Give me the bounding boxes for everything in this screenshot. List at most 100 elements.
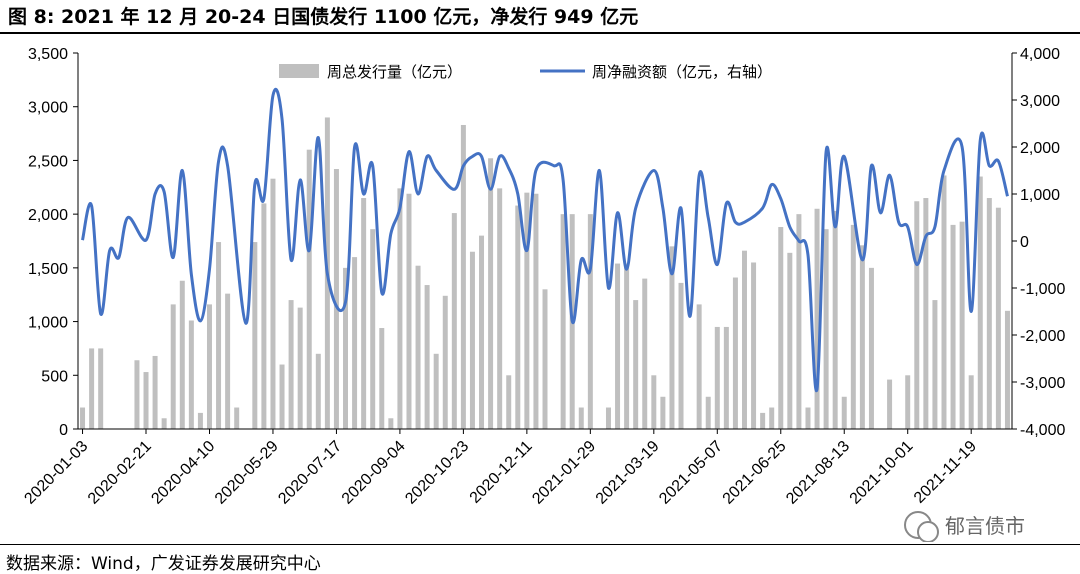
left-tick-label: 2,500 [28, 153, 68, 170]
left-tick-label: 3,500 [28, 46, 68, 63]
x-tick-label: 2020-02-21 [85, 438, 155, 508]
right-tick-label: -3,000 [1020, 375, 1065, 392]
bar [841, 396, 847, 429]
source-divider [0, 544, 1080, 545]
bar [605, 407, 611, 429]
right-tick-label: 0 [1020, 234, 1029, 251]
x-tick-label: 2021-08-13 [783, 438, 853, 508]
bar [524, 192, 530, 429]
bar [179, 280, 185, 429]
bar [161, 418, 167, 429]
bar [696, 304, 702, 429]
bar [270, 178, 276, 429]
bar [288, 300, 294, 429]
bar [533, 193, 539, 429]
bar [80, 407, 86, 429]
bar [642, 278, 648, 429]
x-tick-label: 2020-01-03 [21, 438, 91, 508]
bar-series [80, 117, 1010, 430]
right-tick-label: 4,000 [1020, 46, 1060, 63]
x-tick-label: 2021-05-07 [656, 438, 726, 508]
line-series [81, 88, 1009, 393]
bar [506, 375, 512, 429]
bar [397, 188, 403, 429]
bar [778, 227, 784, 429]
bar [134, 360, 140, 429]
bar [977, 176, 983, 429]
bar [370, 229, 376, 429]
bar [859, 245, 865, 429]
bar [460, 124, 466, 429]
bar [832, 210, 838, 429]
left-tick-label: 1,000 [28, 315, 68, 332]
bar [542, 289, 548, 429]
bar [143, 372, 149, 429]
bar [261, 203, 267, 429]
figure-title: 图 8: 2021 年 12 月 20-24 日国债发行 1100 亿元，净发行… [8, 6, 639, 28]
bar [959, 221, 965, 429]
left-tick-label: 2,000 [28, 207, 68, 224]
bar [515, 205, 521, 429]
bar [442, 295, 448, 429]
bar [633, 300, 639, 429]
bar [252, 242, 258, 429]
bar [651, 375, 657, 429]
x-tick-label: 2020-04-10 [148, 438, 218, 508]
bar [923, 198, 929, 429]
bar [379, 328, 385, 429]
bar [615, 263, 621, 429]
right-tick-label: -2,000 [1020, 328, 1065, 345]
bar [624, 263, 630, 429]
x-tick-label: 2021-03-19 [593, 438, 663, 508]
bar [415, 265, 421, 429]
watermark-text: 郁言债市 [945, 514, 1025, 538]
left-tick-label: 500 [41, 368, 68, 385]
x-tick-label: 2020-05-29 [212, 438, 282, 508]
bar [406, 193, 412, 429]
bar [742, 250, 747, 429]
legend-bar-swatch [279, 64, 319, 78]
bar [343, 267, 348, 429]
title-divider [0, 32, 1080, 34]
bar-line-chart: 0 500 1,000 1,500 2,000 2,500 3,000 3,500 -4,000… [21, 46, 1065, 542]
bar [433, 353, 439, 429]
legend: 周总发行量（亿元） 周净融资额（亿元，右轴） [279, 63, 772, 81]
bar [333, 169, 339, 429]
bar [170, 304, 176, 429]
x-tick-label: 2021-06-25 [720, 438, 790, 508]
bar [932, 300, 938, 429]
right-tick-label: 1,000 [1020, 187, 1060, 204]
bar [732, 277, 738, 429]
right-tick-label: 2,000 [1020, 140, 1060, 157]
bar [197, 412, 203, 429]
wechat-icon-bubble [917, 521, 939, 542]
left-tick-label: 3,000 [28, 100, 68, 117]
bar [914, 201, 920, 429]
bar [760, 412, 766, 429]
bar [751, 262, 757, 429]
bar [451, 213, 457, 429]
bar [868, 267, 874, 429]
bar [206, 304, 212, 429]
left-tick-label: 0 [59, 422, 68, 439]
bar [723, 326, 729, 429]
bar [297, 307, 303, 429]
bar [823, 229, 829, 429]
bar [388, 418, 394, 429]
bar [234, 407, 240, 429]
right-tick-label: -4,000 [1020, 422, 1065, 439]
bar [279, 364, 285, 429]
axes: 0 500 1,000 1,500 2,000 2,500 3,000 3,500 -4,000… [21, 46, 1065, 508]
x-tick-label: 2021-11-19 [911, 438, 980, 507]
bar [950, 224, 956, 429]
bar [152, 355, 158, 429]
bar [488, 158, 494, 429]
bar [1004, 310, 1010, 429]
bar [887, 379, 893, 429]
bar [560, 214, 566, 429]
bar [941, 175, 947, 429]
bar [714, 326, 720, 429]
bar [787, 252, 793, 429]
left-tick-label: 1,500 [28, 261, 68, 278]
bar [769, 407, 775, 429]
